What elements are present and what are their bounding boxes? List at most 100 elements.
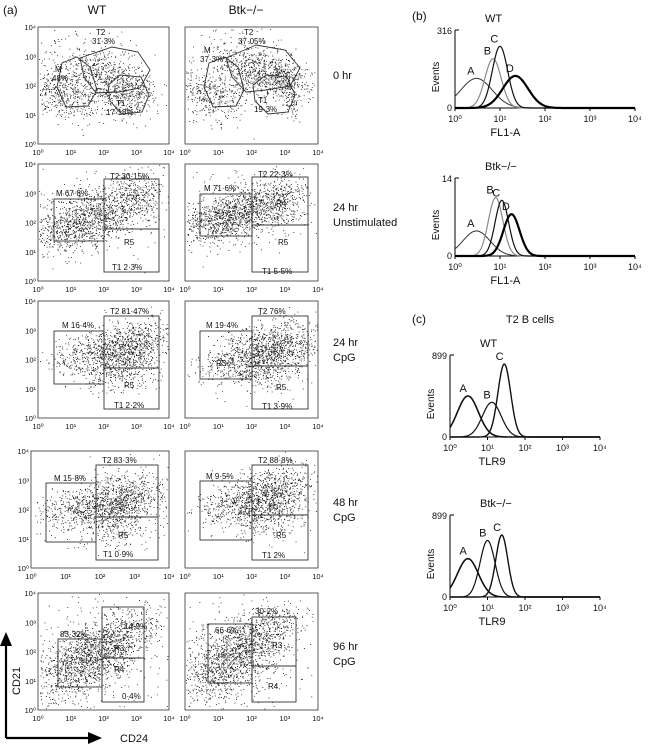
x-tick-label: 10¹ [65,148,76,157]
gate-r3-label: R3 [272,641,283,650]
scatter-points [187,451,318,554]
x-tick-label: 10¹ [213,572,224,581]
x-tick-label: 10⁴ [312,285,324,294]
y-tick-label: 10⁴ [24,160,36,169]
histogram-curve-c [455,45,635,109]
scatter-plot-row0-wt: M 48% T2 31·3% T1 17·18% 10⁰ 10¹ 10² 10³ 10⁴ [32,26,175,157]
gate-m-label: M 71·6% [204,184,236,193]
scatter-dots [186,28,316,140]
gate-r3-pct: 30·2% [255,607,278,616]
column-header-btk: Btk−/− [229,3,264,17]
x-tick-label: 10² [538,262,551,272]
x-tick-label: 10³ [129,572,140,581]
x-axis-label: TLR9 [479,616,506,628]
x-tick-label: 10³ [556,603,569,613]
histogram-c-wt: WT 899 0 Events 10⁰ 10¹ 10² 10³ 10⁴ TLR9 A B C [426,338,607,468]
x-tick-label: 10¹ [213,285,224,294]
y-axis-label: CD21 [11,667,23,695]
gate-t1-label: T1 5·5% [262,267,292,276]
y-tick-label: 10² [25,219,36,228]
x-tick-label: 10⁰ [443,603,457,613]
x-tick-label: 10³ [556,443,569,453]
x-axis-label: CD24 [120,733,148,745]
histogram-curve-c [450,534,600,598]
panel-c-title: T2 B cells [506,314,555,326]
gate-m-pct: 83·32% [60,630,88,639]
x-tick-label: 10² [98,285,109,294]
x-tick-label: 10⁴ [312,714,324,723]
x-tick-label: 10⁴ [628,114,642,124]
scatter-points [39,164,169,274]
gate-t1-label: T1 2·2% [114,401,144,410]
gate-t2-label: T2 76% [258,307,286,316]
x-tick-label: 10⁴ [593,443,607,453]
gate-m-pct: 48% [52,74,68,83]
y-tick-label: 10³ [25,326,36,335]
gate-t1-label: T1 3·9% [262,402,292,411]
row-label-3-condition: CpG [333,512,356,524]
row-label-1-time: 24 hr [333,202,358,214]
column-header-wt: WT [88,3,107,17]
row-label-0: 0 hr [333,70,352,82]
gate-r3-label: R3 [216,359,227,368]
x-tick-label: 10⁰ [32,148,43,157]
row-label-4-condition: CpG [333,656,356,668]
scatter-dots [186,594,314,710]
curve-label-d: D [506,63,514,75]
gate-r5-label: R5 [124,238,135,247]
y-tick-label: 10² [25,82,36,91]
y-tick-label: 10¹ [25,111,36,120]
y-zero-tick-label: 0 [442,432,447,442]
x-tick-label: 10² [98,422,109,431]
gate-t2-pct: 31·3% [92,37,115,46]
gate-m-label: M 19·4% [206,321,238,330]
histogram-curve-a [454,230,635,257]
gate-t1-label: T1 2·3% [112,263,142,272]
gate-t2-label: T2 88·8% [258,456,293,465]
y-max-tick-label: 899 [432,511,447,521]
histogram-curve-b [450,401,600,438]
x-tick-label: 10⁰ [179,572,190,581]
histogram-title: WT [480,338,497,350]
scatter-plot-row3-wt: M 15·8% T2 83·3% R5 T1 0·9% 10⁰ 10¹ 10² 10³… [25,450,175,581]
scatter-plot-row4-wt: 83·32% R3 14·9% R4 0·4% 10⁰ 10¹ 10² 10³ 10⁴ [32,592,175,723]
scatter-plot-row0-btk: M 37·3% T2 37·05% T1 19·3% 10⁰ 10¹ 10² 10³ 1… [179,26,324,157]
x-tick-label: 10² [98,714,109,723]
x-tick-label: 10¹ [213,714,224,723]
x-tick-label: 10⁴ [628,262,642,272]
gate-r5-label: R5 [278,238,289,247]
scatter-dots [39,164,169,274]
y-tick-label: 10¹ [25,385,36,394]
gate-t2-label: T2 30·15% [110,172,149,181]
gate-r4-label: R4 [268,682,279,691]
gate-r4-label: R4 [114,665,125,674]
row-label-2-time: 24 hr [333,337,358,349]
histogram-curve-c [450,363,600,438]
gate-t2-label: T2 22·3% [258,170,293,179]
x-tick-label: 10¹ [65,422,76,431]
gate-t1-label: T1 [116,99,126,108]
x-tick-label: 10³ [279,572,290,581]
curve-label-b: B [483,389,490,401]
gate-m-label: M 67·8% [56,189,88,198]
histogram-title: Btk−/− [480,498,512,510]
gate-m-pct: 66·6% [215,626,238,635]
x-tick-label: 10³ [583,262,596,272]
scatter-points [186,594,314,710]
histogram-b-wt: WT 316 0 Events 10⁰ 10¹ 10² 10³ 10⁴ FL1-A ABC D [431,13,642,139]
gate-t2-label: T2 83·3% [102,456,137,465]
scatter-points [187,166,317,268]
x-tick-label: 10⁰ [179,148,190,157]
scatter-plot-row1-wt: M 67·8% T2 30·15% R5 T1 2·3% 10⁰ 10¹ 10² 10… [32,163,175,294]
x-tick-label: 10³ [279,714,290,723]
y-tick-label: 10⁴ [17,447,29,456]
x-tick-label: 10² [246,572,257,581]
scatter-dots [187,307,318,407]
y-tick-label: 10⁰ [18,564,29,573]
scatter-points [35,454,169,557]
y-axis-label: Events [426,389,437,420]
gate-t1-pct: 17·18% [106,108,134,117]
y-tick-label: 10⁰ [25,277,36,286]
x-tick-label: 10² [246,148,257,157]
y-tick-label: 10³ [25,189,36,198]
